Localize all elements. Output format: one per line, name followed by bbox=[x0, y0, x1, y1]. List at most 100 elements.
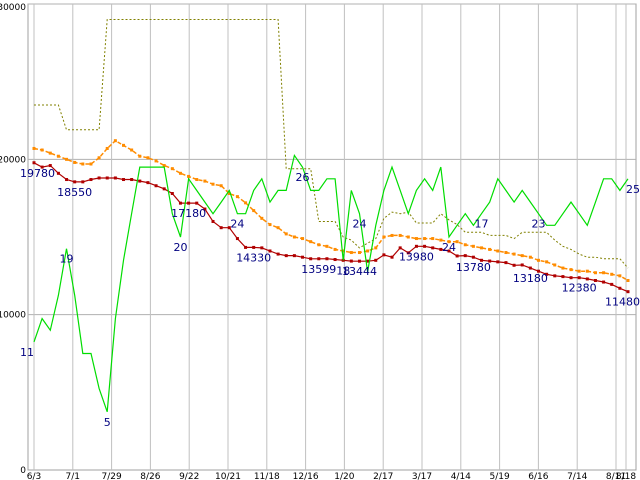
series-point-1 bbox=[390, 233, 394, 237]
series-point-2 bbox=[97, 176, 101, 180]
series-point-2 bbox=[512, 263, 516, 267]
series-point-1 bbox=[382, 235, 386, 239]
series-point-1 bbox=[366, 249, 370, 253]
series-point-1 bbox=[227, 192, 231, 196]
data-label: 17180 bbox=[171, 207, 206, 220]
y-axis-ticks: 0 10000 20000 30000 bbox=[0, 3, 26, 476]
series-point-1 bbox=[553, 263, 557, 267]
series-point-2 bbox=[382, 253, 386, 257]
series-line-1 bbox=[33, 139, 629, 282]
series-point-1 bbox=[260, 216, 264, 220]
series-point-2 bbox=[618, 286, 622, 290]
series-point-1 bbox=[585, 269, 589, 273]
data-label: 24 bbox=[230, 218, 244, 231]
x-tick-label: 7/14 bbox=[567, 472, 587, 480]
series-point-2 bbox=[349, 259, 353, 263]
series-point-2 bbox=[276, 252, 280, 256]
x-tick-label: 8/11 bbox=[606, 472, 626, 480]
x-tick-label: 2/17 bbox=[373, 472, 393, 480]
series-point-1 bbox=[276, 226, 280, 230]
series-point-1 bbox=[447, 240, 451, 244]
series-point-2 bbox=[528, 266, 532, 270]
series-point-1 bbox=[528, 255, 532, 259]
series-point-2 bbox=[561, 275, 565, 279]
series-point-2 bbox=[333, 258, 337, 262]
series-point-1 bbox=[480, 246, 484, 250]
series-point-2 bbox=[40, 165, 44, 169]
data-label: 26 bbox=[296, 171, 310, 184]
series-point-1 bbox=[455, 240, 459, 244]
x-tick-label: 6/16 bbox=[528, 472, 548, 480]
data-label: 11480 bbox=[605, 296, 640, 309]
series-line-3 bbox=[33, 153, 629, 412]
series-point-1 bbox=[431, 237, 435, 241]
series-point-2 bbox=[219, 226, 223, 230]
x-tick-label: 1/20 bbox=[334, 472, 354, 480]
x-tick-label: 8/26 bbox=[140, 472, 160, 480]
series-point-2 bbox=[455, 254, 459, 258]
series-point-2 bbox=[577, 276, 581, 280]
x-tick-label: 7/1 bbox=[66, 472, 80, 480]
series-point-2 bbox=[626, 290, 630, 294]
data-label: 20 bbox=[173, 241, 187, 254]
series-point-1 bbox=[593, 271, 597, 275]
series-point-1 bbox=[626, 278, 630, 282]
series-point-1 bbox=[284, 232, 288, 236]
x-axis-ticks: 6/3 7/1 7/29 8/26 9/22 10/21 11/18 12/16 1/20 2/1… bbox=[27, 472, 637, 480]
series-point-1 bbox=[577, 269, 581, 273]
series-point-2 bbox=[162, 187, 166, 191]
data-label: 18 bbox=[336, 264, 350, 277]
y-tick-label: 30000 bbox=[0, 3, 26, 13]
x-tick-label: 6/3 bbox=[27, 472, 41, 480]
series-point-2 bbox=[244, 245, 248, 249]
series-point-2 bbox=[89, 178, 93, 182]
series-point-2 bbox=[431, 246, 435, 250]
series-point-2 bbox=[520, 263, 524, 267]
data-label: 19 bbox=[60, 253, 74, 266]
series-point-2 bbox=[374, 258, 378, 262]
series-point-2 bbox=[585, 277, 589, 281]
series-point-1 bbox=[569, 268, 573, 272]
data-label: 25 bbox=[626, 183, 640, 196]
x-tick-label: 8/18 bbox=[616, 472, 636, 480]
plot-background bbox=[27, 3, 637, 471]
series-point-2 bbox=[235, 237, 239, 241]
series-point-2 bbox=[406, 251, 410, 255]
series-point-1 bbox=[317, 243, 321, 247]
y-tick-label: 20000 bbox=[0, 155, 26, 165]
series-point-1 bbox=[187, 174, 191, 178]
series-point-2 bbox=[496, 260, 500, 264]
series-point-2 bbox=[154, 184, 158, 188]
series-point-2 bbox=[170, 192, 174, 196]
series-point-2 bbox=[569, 276, 573, 280]
series-point-2 bbox=[439, 247, 443, 251]
series-point-1 bbox=[170, 167, 174, 171]
series-point-1 bbox=[374, 246, 378, 250]
series-point-1 bbox=[349, 251, 353, 255]
series-point-2 bbox=[81, 180, 85, 184]
y-tick-label: 10000 bbox=[0, 311, 26, 321]
series-point-2 bbox=[545, 272, 549, 276]
series-point-1 bbox=[65, 157, 69, 161]
series-point-1 bbox=[32, 146, 36, 150]
series-point-1 bbox=[97, 156, 101, 160]
data-label: 24 bbox=[352, 218, 366, 231]
series-point-1 bbox=[162, 164, 166, 168]
data-label: 23 bbox=[531, 218, 545, 231]
series-point-2 bbox=[146, 181, 150, 185]
series-point-1 bbox=[203, 179, 207, 183]
series-point-1 bbox=[219, 184, 223, 188]
data-label: 13599 bbox=[301, 263, 336, 276]
series-point-2 bbox=[113, 176, 117, 180]
series-point-2 bbox=[317, 257, 321, 261]
series-point-1 bbox=[406, 235, 410, 239]
series-point-1 bbox=[40, 148, 44, 152]
series-point-1 bbox=[561, 266, 565, 270]
data-label: 11 bbox=[20, 346, 34, 359]
series-point-1 bbox=[105, 146, 109, 150]
series-point-2 bbox=[178, 201, 182, 205]
series-point-1 bbox=[146, 156, 150, 160]
series-point-1 bbox=[398, 233, 402, 237]
series-point-2 bbox=[260, 246, 264, 250]
